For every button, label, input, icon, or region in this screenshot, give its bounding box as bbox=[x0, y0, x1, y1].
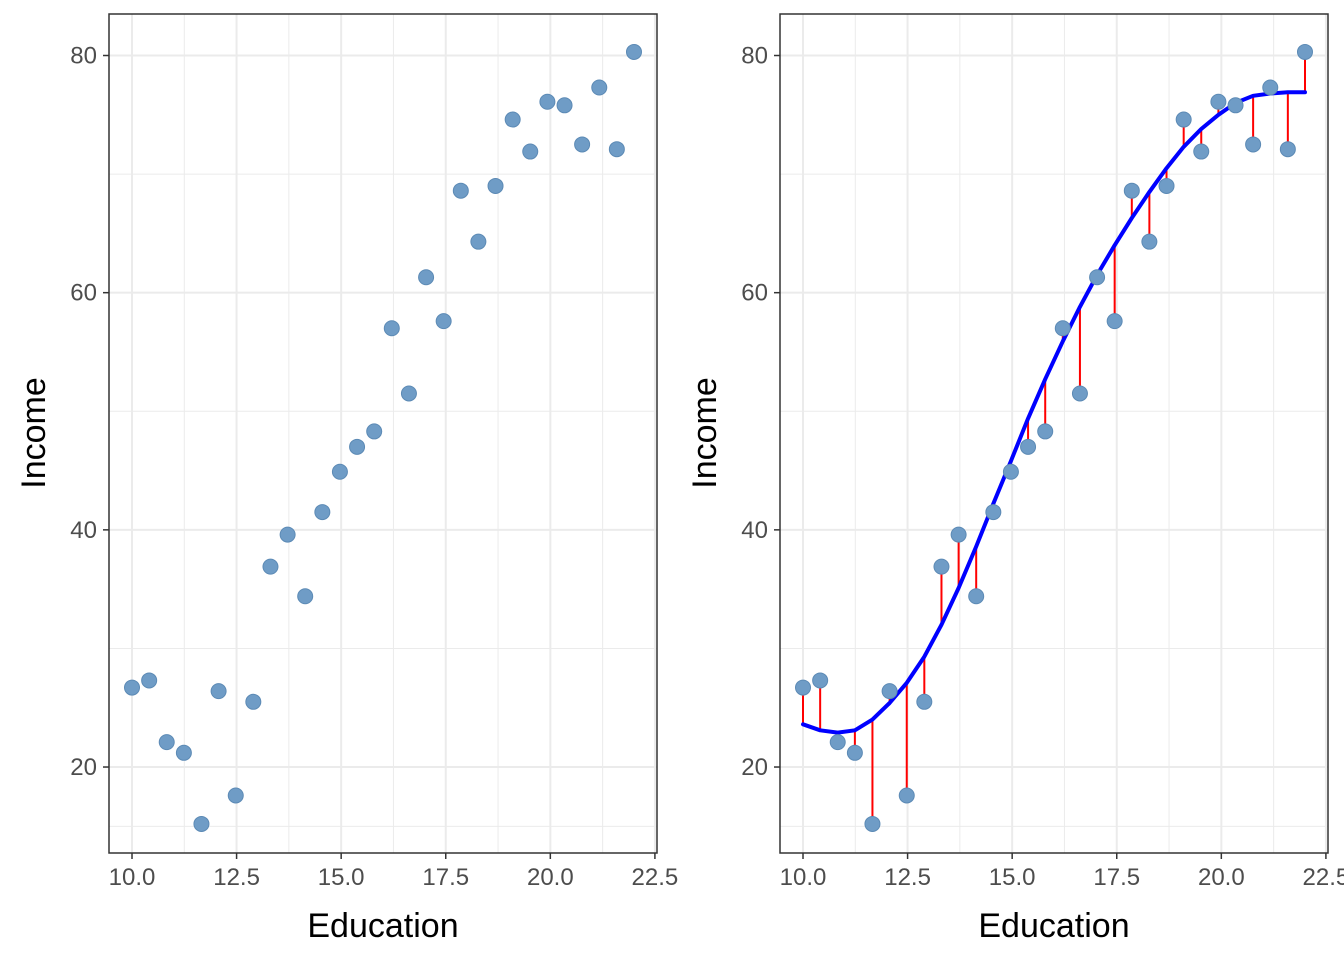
data-point bbox=[574, 136, 591, 153]
data-point bbox=[349, 438, 366, 455]
y-axis-title: Income bbox=[686, 377, 724, 489]
panel-border bbox=[108, 13, 658, 854]
x-tick-label: 10.0 bbox=[780, 864, 827, 891]
data-point bbox=[950, 526, 967, 543]
panel-right-fitted: 10.0 12.5 15.0 17.5 20.0 22.5 20 40 60 80 Educati… bbox=[686, 13, 1344, 945]
data-point bbox=[227, 787, 244, 804]
data-point bbox=[470, 233, 487, 250]
y-tick-label: 40 bbox=[70, 517, 97, 544]
y-tick-label: 80 bbox=[741, 43, 768, 70]
data-point bbox=[124, 679, 141, 696]
panel-background bbox=[780, 14, 1328, 853]
x-axis-title: Education bbox=[978, 907, 1129, 945]
x-tick-label: 15.0 bbox=[989, 864, 1036, 891]
x-tick-label: 12.5 bbox=[213, 864, 260, 891]
data-point bbox=[591, 79, 608, 96]
data-point bbox=[864, 815, 881, 832]
data-point bbox=[504, 111, 521, 128]
data-point bbox=[487, 177, 504, 194]
data-point bbox=[1054, 320, 1071, 337]
y-tick-label: 80 bbox=[70, 43, 97, 70]
data-point bbox=[383, 320, 400, 337]
data-point bbox=[556, 97, 573, 114]
y-axis-title: Income bbox=[15, 377, 53, 489]
data-point bbox=[245, 693, 262, 710]
fitted-curve bbox=[801, 90, 1307, 735]
data-point bbox=[193, 815, 210, 832]
data-point bbox=[1175, 111, 1192, 128]
x-tick-label: 10.0 bbox=[109, 864, 156, 891]
data-point bbox=[1071, 385, 1088, 402]
panel-left-scatter: 10.0 12.5 15.0 17.5 20.0 22.5 20 40 60 80 Educati… bbox=[15, 13, 679, 945]
data-point bbox=[968, 588, 985, 605]
data-point bbox=[297, 588, 314, 605]
data-point bbox=[1037, 423, 1054, 440]
data-point bbox=[916, 693, 933, 710]
panel-border bbox=[779, 13, 1329, 854]
panel-background bbox=[109, 14, 657, 853]
y-tick-label: 20 bbox=[741, 754, 768, 781]
data-point bbox=[1227, 97, 1244, 114]
data-point bbox=[812, 672, 829, 689]
data-point bbox=[608, 141, 625, 158]
data-point bbox=[141, 672, 158, 689]
y-tick-label: 20 bbox=[70, 754, 97, 781]
data-point bbox=[1123, 182, 1140, 199]
x-tick-label: 12.5 bbox=[884, 864, 931, 891]
x-axis-title: Education bbox=[307, 907, 458, 945]
data-point bbox=[933, 558, 950, 575]
data-point bbox=[158, 734, 175, 751]
data-point bbox=[1158, 177, 1175, 194]
data-point bbox=[1141, 233, 1158, 250]
data-point bbox=[898, 787, 915, 804]
data-point bbox=[314, 504, 331, 521]
data-point bbox=[829, 734, 846, 751]
x-tick-label: 22.5 bbox=[1303, 864, 1344, 891]
data-point bbox=[1002, 463, 1019, 480]
data-point bbox=[846, 744, 863, 761]
data-point bbox=[418, 269, 435, 286]
data-point bbox=[1245, 136, 1262, 153]
data-point bbox=[400, 385, 417, 402]
data-point bbox=[881, 683, 898, 700]
data-point bbox=[1279, 141, 1296, 158]
data-point bbox=[625, 43, 642, 60]
x-tick-label: 17.5 bbox=[1093, 864, 1140, 891]
plot-layer: 10.0 12.5 15.0 17.5 20.0 22.5 20 40 60 80 bbox=[741, 13, 1344, 891]
data-point bbox=[985, 504, 1002, 521]
y-tick-label: 40 bbox=[741, 517, 768, 544]
data-point bbox=[1210, 93, 1227, 110]
x-tick-label: 17.5 bbox=[422, 864, 469, 891]
x-tick-label: 22.5 bbox=[632, 864, 679, 891]
y-tick-label: 60 bbox=[741, 280, 768, 307]
data-point bbox=[366, 423, 383, 440]
data-point bbox=[279, 526, 296, 543]
y-tick-label: 60 bbox=[70, 280, 97, 307]
data-point bbox=[210, 683, 227, 700]
x-tick-label: 20.0 bbox=[527, 864, 574, 891]
data-point bbox=[262, 558, 279, 575]
data-point bbox=[175, 744, 192, 761]
data-point bbox=[435, 313, 452, 330]
data-point bbox=[522, 143, 539, 160]
data-point bbox=[331, 463, 348, 480]
data-point bbox=[1020, 438, 1037, 455]
data-point bbox=[1193, 143, 1210, 160]
x-tick-label: 15.0 bbox=[318, 864, 365, 891]
data-point bbox=[539, 93, 556, 110]
data-point bbox=[795, 679, 812, 696]
data-point bbox=[1296, 43, 1313, 60]
x-tick-label: 20.0 bbox=[1198, 864, 1245, 891]
data-point bbox=[1262, 79, 1279, 96]
data-point bbox=[1089, 269, 1106, 286]
data-point bbox=[1106, 313, 1123, 330]
plot-layer: 10.0 12.5 15.0 17.5 20.0 22.5 20 40 60 80 bbox=[70, 13, 679, 891]
data-point bbox=[452, 182, 469, 199]
